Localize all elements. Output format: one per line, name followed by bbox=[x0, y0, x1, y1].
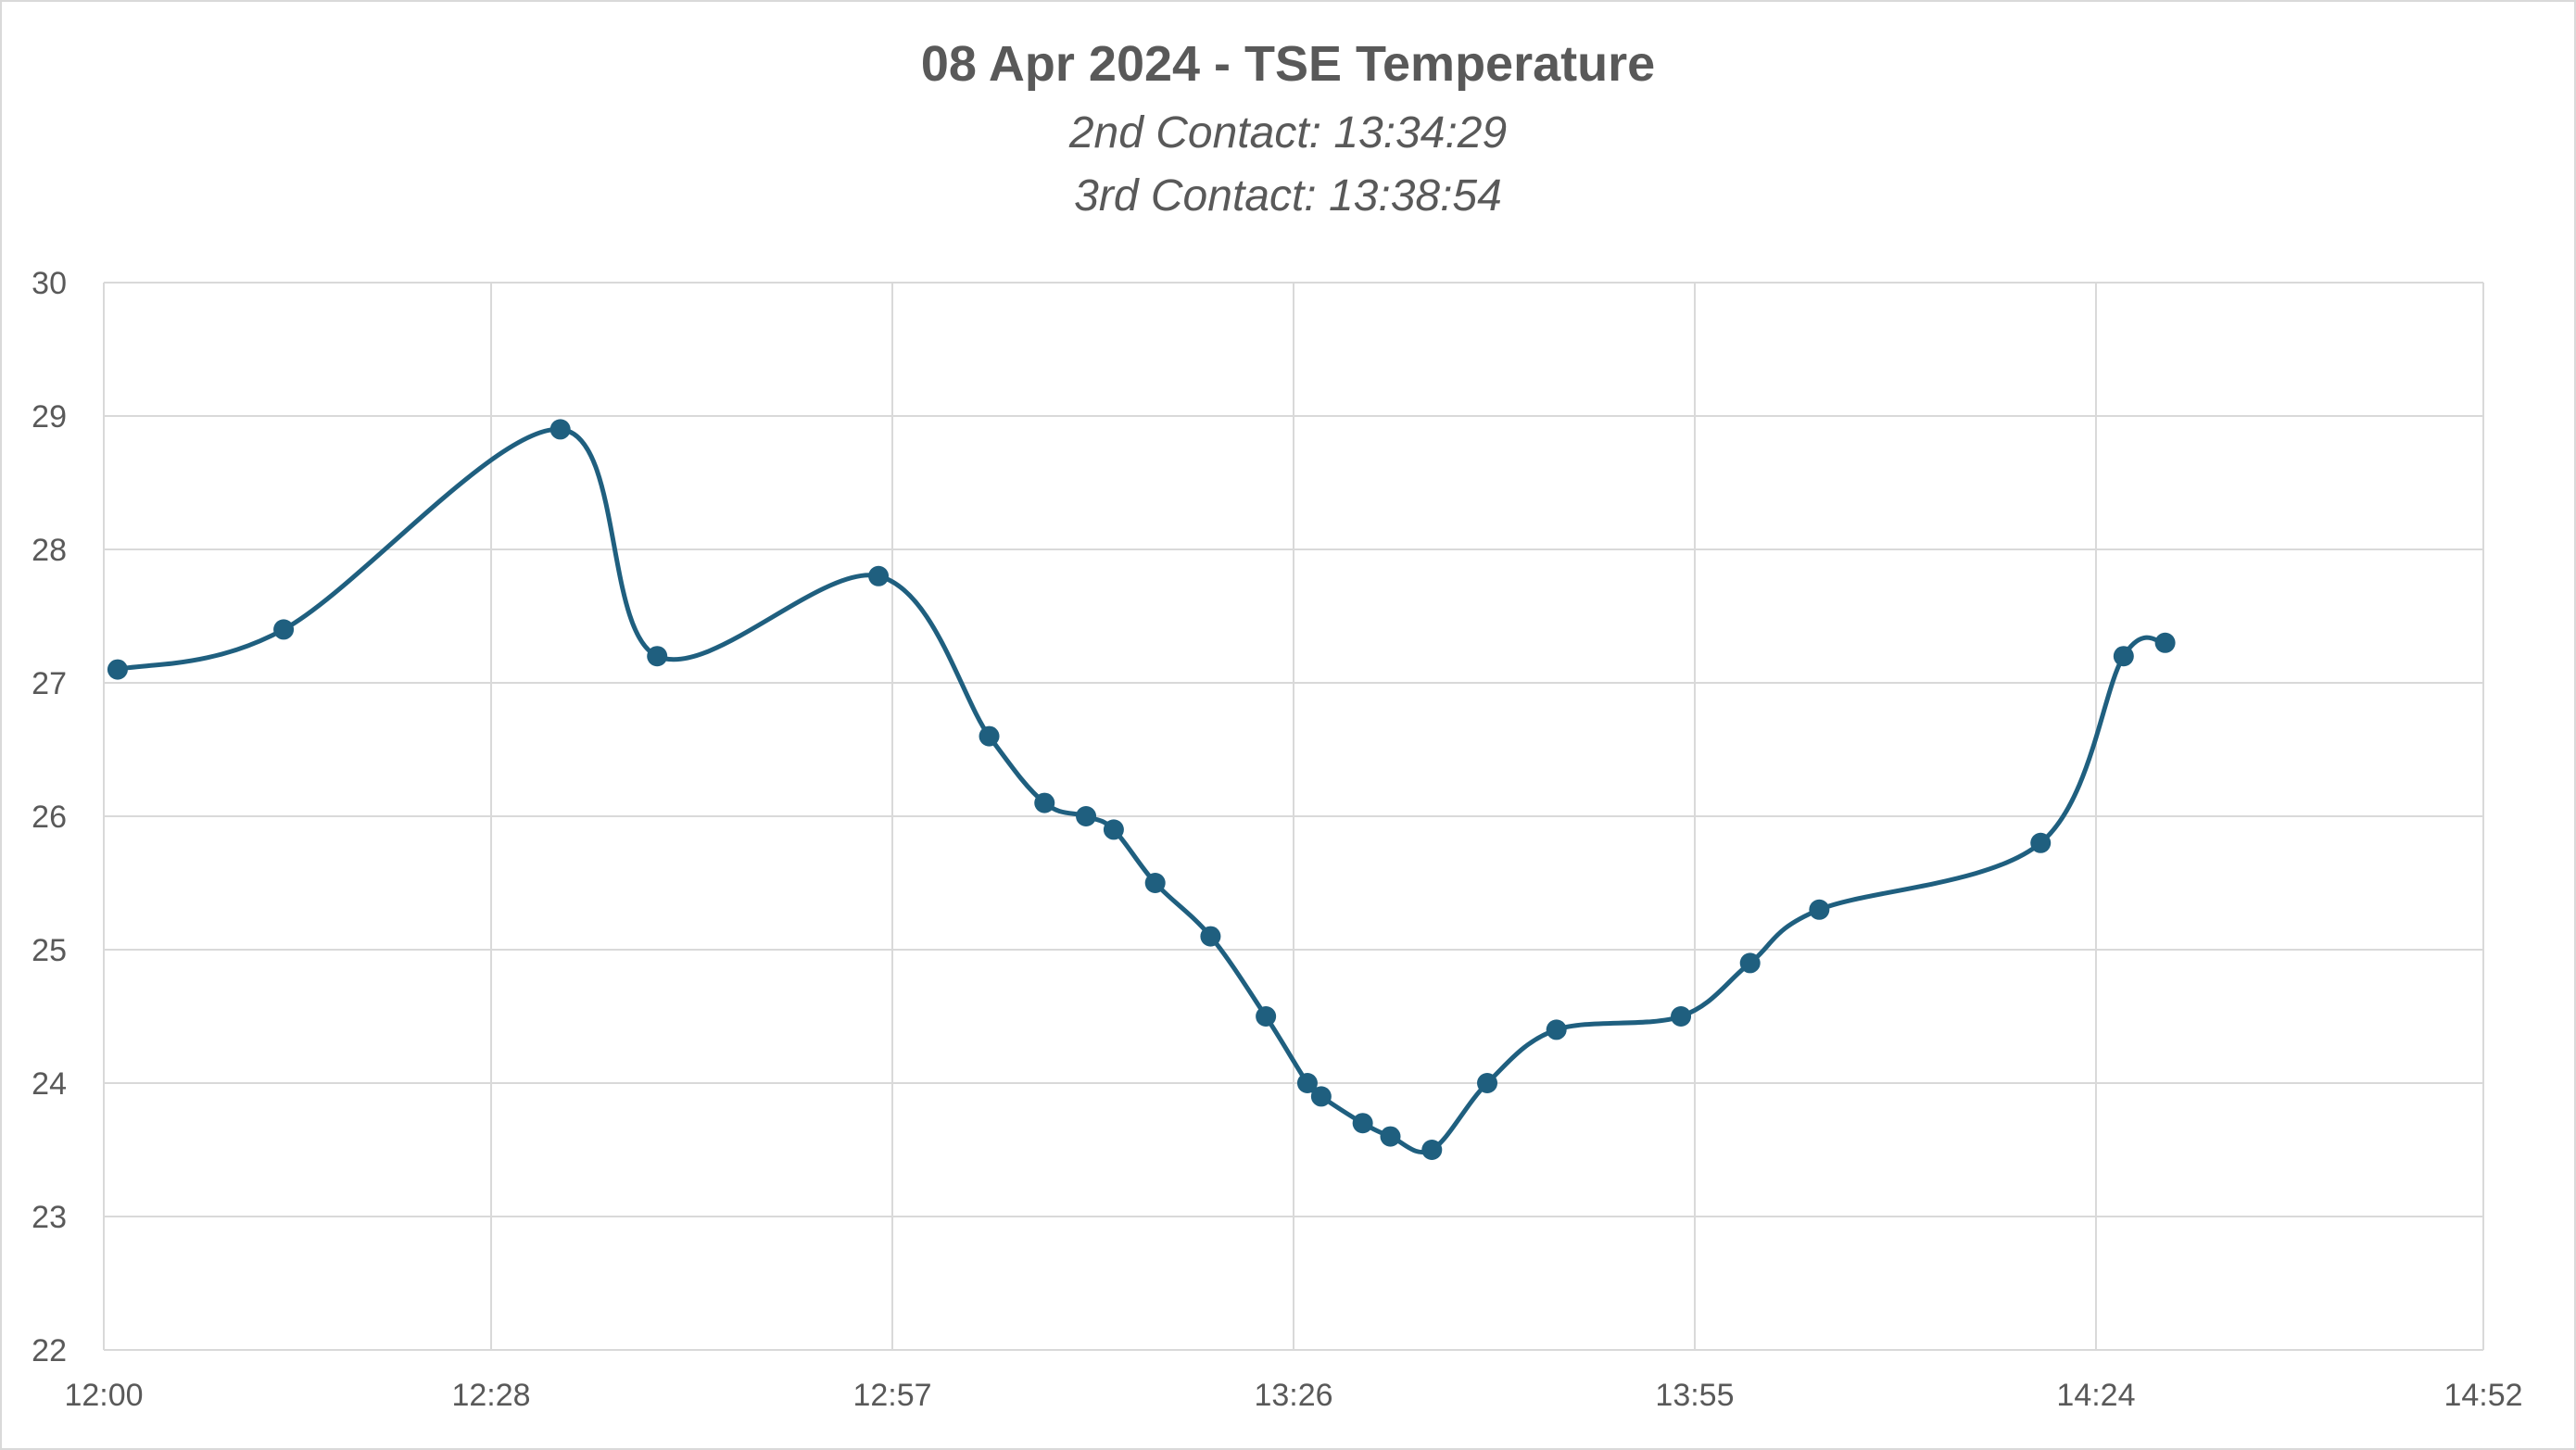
data-point-12 bbox=[1296, 1073, 1318, 1093]
data-point-4 bbox=[868, 565, 890, 586]
data-point-10 bbox=[1200, 926, 1221, 947]
y-tick-label-24: 24 bbox=[32, 1066, 67, 1102]
data-point-13 bbox=[1310, 1086, 1332, 1107]
data-point-14 bbox=[1352, 1113, 1373, 1134]
x-tick-label-1200: 12:00 bbox=[64, 1378, 143, 1413]
data-point-17 bbox=[1477, 1073, 1498, 1093]
x-tick-label-1355: 13:55 bbox=[1655, 1378, 1734, 1413]
data-point-23 bbox=[2113, 646, 2134, 667]
chart-subtitle-second-contact: 2nd Contact: 13:34:29 bbox=[1068, 108, 1508, 158]
data-point-2 bbox=[549, 419, 571, 440]
data-point-21 bbox=[1809, 899, 1830, 920]
data-point-0 bbox=[107, 659, 128, 680]
data-point-22 bbox=[2030, 832, 2052, 853]
data-point-15 bbox=[1380, 1126, 1401, 1147]
y-tick-label-22: 22 bbox=[32, 1333, 67, 1368]
y-tick-label-25: 25 bbox=[32, 933, 67, 968]
temperature-series-line bbox=[115, 426, 2168, 1154]
data-point-8 bbox=[1103, 819, 1124, 840]
y-tick-label-30: 30 bbox=[32, 266, 67, 301]
x-tick-label-1452: 14:52 bbox=[2443, 1378, 2522, 1413]
y-tick-label-23: 23 bbox=[32, 1200, 67, 1235]
data-point-9 bbox=[1144, 873, 1166, 893]
y-tick-label-28: 28 bbox=[32, 533, 67, 568]
data-point-5 bbox=[979, 725, 1000, 747]
data-point-7 bbox=[1076, 806, 1097, 826]
data-point-1 bbox=[273, 619, 295, 640]
data-point-11 bbox=[1256, 1006, 1277, 1027]
data-point-19 bbox=[1671, 1006, 1692, 1027]
x-tick-label-1326: 13:26 bbox=[1254, 1378, 1332, 1413]
data-point-20 bbox=[1739, 952, 1761, 974]
x-tick-label-1257: 12:57 bbox=[852, 1378, 931, 1413]
gridlines bbox=[103, 282, 2484, 1351]
y-tick-label-26: 26 bbox=[32, 800, 67, 835]
y-tick-label-29: 29 bbox=[32, 399, 67, 435]
data-point-24 bbox=[2154, 632, 2176, 653]
data-point-3 bbox=[647, 646, 668, 667]
chart-title: 08 Apr 2024 - TSE Temperature bbox=[920, 36, 1656, 92]
data-point-6 bbox=[1034, 792, 1055, 813]
chart-subtitle-third-contact: 3rd Contact: 13:38:54 bbox=[1074, 171, 1502, 221]
series-line-path bbox=[115, 426, 2168, 1154]
data-point-16 bbox=[1421, 1140, 1443, 1160]
y-tick-label-27: 27 bbox=[32, 666, 67, 701]
x-tick-label-1228: 12:28 bbox=[451, 1378, 530, 1413]
data-point-18 bbox=[1546, 1019, 1567, 1040]
temperature-series-points bbox=[107, 419, 2176, 1160]
y-axis-tick-labels: 22 23 24 25 26 27 28 29 30 bbox=[32, 266, 67, 1368]
x-axis-tick-labels: 12:00 12:28 12:57 13:26 13:55 14:24 14:52 bbox=[64, 1378, 2522, 1413]
x-tick-label-1424: 14:24 bbox=[2056, 1378, 2135, 1413]
